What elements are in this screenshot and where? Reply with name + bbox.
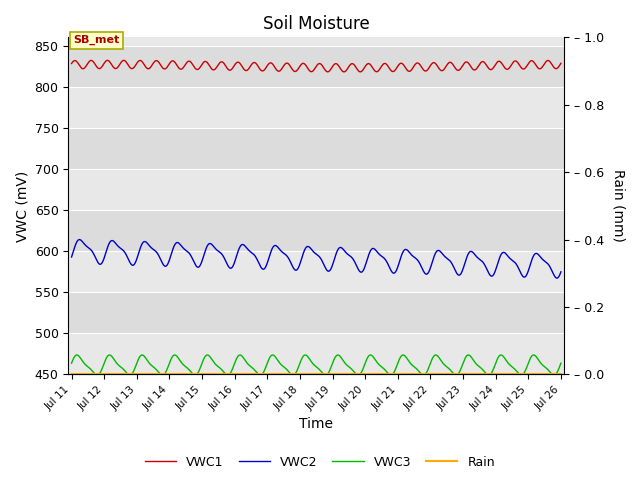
- Title: Soil Moisture: Soil Moisture: [263, 15, 370, 33]
- VWC3: [106, 352, 113, 358]
- Rain: [68, 371, 76, 377]
- Line: VWC3: VWC3: [72, 355, 561, 375]
- VWC1: [106, 59, 113, 65]
- Bar: [68, 169, 564, 210]
- VWC2: [557, 269, 564, 275]
- VWC3: [294, 364, 302, 370]
- VWC2: [276, 246, 284, 252]
- Rain: [346, 371, 354, 377]
- Bar: [68, 333, 564, 374]
- Legend: VWC1, VWC2, VWC3, Rain: VWC1, VWC2, VWC3, Rain: [140, 451, 500, 474]
- VWC3: [286, 370, 294, 376]
- Bar: [68, 46, 564, 87]
- VWC1: [340, 69, 348, 75]
- VWC1: [294, 66, 302, 72]
- Rain: [285, 371, 293, 377]
- VWC3: [452, 372, 460, 378]
- VWC1: [104, 58, 111, 63]
- Rain: [557, 371, 564, 377]
- VWC1: [286, 62, 294, 68]
- VWC1: [347, 61, 355, 67]
- Y-axis label: Rain (mm): Rain (mm): [611, 169, 625, 242]
- Rain: [275, 371, 283, 377]
- VWC1: [557, 60, 564, 66]
- VWC3: [125, 372, 133, 378]
- VWC2: [106, 240, 113, 245]
- VWC3: [346, 365, 354, 371]
- VWC3: [68, 360, 76, 366]
- VWC3: [204, 352, 211, 358]
- VWC2: [553, 275, 561, 281]
- X-axis label: Time: Time: [300, 418, 333, 432]
- VWC2: [126, 259, 134, 265]
- Rain: [294, 371, 302, 377]
- VWC2: [286, 257, 294, 263]
- Bar: [68, 87, 564, 128]
- Y-axis label: VWC (mV): VWC (mV): [15, 170, 29, 241]
- Line: VWC2: VWC2: [72, 240, 561, 278]
- Bar: [68, 292, 564, 333]
- Bar: [68, 128, 564, 169]
- Line: VWC1: VWC1: [72, 60, 561, 72]
- VWC3: [276, 360, 284, 366]
- VWC1: [68, 60, 76, 66]
- VWC2: [68, 254, 76, 260]
- Rain: [125, 371, 133, 377]
- Rain: [106, 371, 113, 377]
- Bar: [68, 210, 564, 251]
- VWC1: [276, 68, 284, 74]
- VWC3: [557, 360, 564, 366]
- VWC2: [346, 253, 354, 259]
- Text: SB_met: SB_met: [73, 35, 120, 45]
- VWC1: [126, 64, 134, 70]
- Bar: [68, 251, 564, 292]
- VWC2: [294, 264, 302, 270]
- VWC2: [76, 237, 83, 242]
